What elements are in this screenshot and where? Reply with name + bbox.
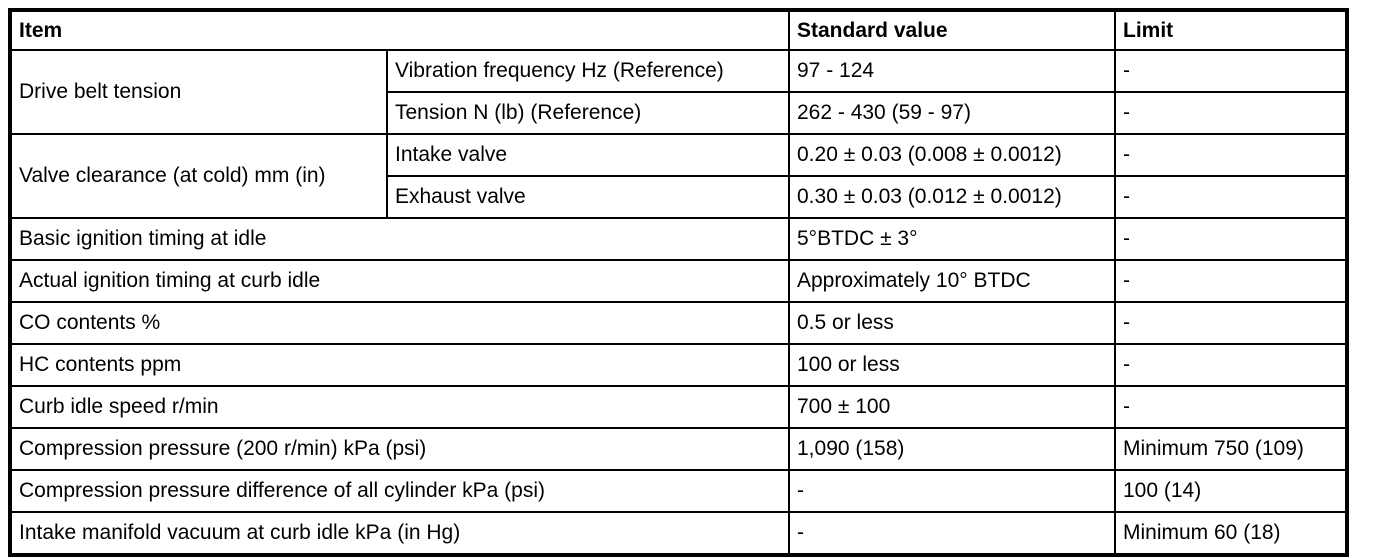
- table-row: Drive belt tension Vibration frequency H…: [9, 49, 1348, 135]
- cell-item: CO contents %: [9, 301, 790, 345]
- table-row: Valve clearance (at cold) mm (in) Intake…: [9, 133, 1348, 219]
- cell-limit: Minimum 60 (18): [1114, 511, 1348, 556]
- table-row: Exhaust valve 0.30 ± 0.03 (0.012 ± 0.001…: [10, 175, 1348, 219]
- cell-standard-value: 700 ± 100: [788, 385, 1116, 429]
- table-row: Actual ignition timing at curb idle Appr…: [9, 259, 1348, 303]
- cell-item: Actual ignition timing at curb idle: [9, 259, 790, 303]
- table-row: Tension N (lb) (Reference) 262 - 430 (59…: [10, 91, 1348, 135]
- cell-limit: -: [1114, 133, 1348, 177]
- cell-standard-value: 100 or less: [788, 343, 1116, 387]
- cell-item: Intake manifold vacuum at curb idle kPa …: [9, 511, 790, 556]
- cell-standard-value: 0.20 ± 0.03 (0.008 ± 0.0012): [788, 133, 1116, 177]
- cell-item: Compression pressure (200 r/min) kPa (ps…: [9, 427, 790, 471]
- cell-limit: -: [1114, 301, 1348, 345]
- cell-standard-value: 262 - 430 (59 - 97): [788, 91, 1116, 135]
- table-header-row: Item Standard value Limit: [9, 9, 1348, 51]
- cell-sub-item: Vibration frequency Hz (Reference): [386, 49, 790, 93]
- cell-limit: Minimum 750 (109): [1114, 427, 1348, 471]
- header-item: Item: [9, 9, 790, 51]
- cell-limit: -: [1114, 49, 1348, 93]
- cell-limit: -: [1114, 175, 1348, 219]
- cell-limit: -: [1114, 217, 1348, 261]
- cell-item: Basic ignition timing at idle: [9, 217, 790, 261]
- cell-limit: 100 (14): [1114, 469, 1348, 513]
- cell-standard-value: 1,090 (158): [788, 427, 1116, 471]
- cell-limit: -: [1114, 385, 1348, 429]
- table-row: Compression pressure (200 r/min) kPa (ps…: [9, 427, 1348, 471]
- cell-standard-value: -: [788, 469, 1116, 513]
- cell-standard-value: 5°BTDC ± 3°: [788, 217, 1116, 261]
- cell-standard-value: -: [788, 511, 1116, 556]
- cell-item: Compression pressure difference of all c…: [9, 469, 790, 513]
- cell-item-group: Valve clearance (at cold) mm (in): [9, 133, 388, 219]
- cell-standard-value: 97 - 124: [788, 49, 1116, 93]
- cell-limit: -: [1114, 259, 1348, 303]
- cell-sub-item: Tension N (lb) (Reference): [386, 91, 790, 135]
- cell-limit: -: [1114, 91, 1348, 135]
- table-row: HC contents ppm 100 or less -: [9, 343, 1348, 387]
- cell-standard-value: Approximately 10° BTDC: [788, 259, 1116, 303]
- table-row: Basic ignition timing at idle 5°BTDC ± 3…: [9, 217, 1348, 261]
- cell-sub-item: Intake valve: [386, 133, 790, 177]
- header-limit: Limit: [1114, 9, 1348, 51]
- table-row: Curb idle speed r/min 700 ± 100 -: [9, 385, 1348, 429]
- table-row: Compression pressure difference of all c…: [9, 469, 1348, 513]
- cell-standard-value: 0.5 or less: [788, 301, 1116, 345]
- cell-limit: -: [1114, 343, 1348, 387]
- cell-sub-item: Exhaust valve: [386, 175, 790, 219]
- table-row: CO contents % 0.5 or less -: [9, 301, 1348, 345]
- cell-item-group: Drive belt tension: [9, 49, 388, 135]
- cell-item: HC contents ppm: [9, 343, 790, 387]
- service-specifications-table: Item Standard value Limit Drive belt ten…: [8, 8, 1349, 557]
- cell-standard-value: 0.30 ± 0.03 (0.012 ± 0.0012): [788, 175, 1116, 219]
- cell-item: Curb idle speed r/min: [9, 385, 790, 429]
- table-row: Intake manifold vacuum at curb idle kPa …: [9, 511, 1348, 556]
- header-standard-value: Standard value: [788, 9, 1116, 51]
